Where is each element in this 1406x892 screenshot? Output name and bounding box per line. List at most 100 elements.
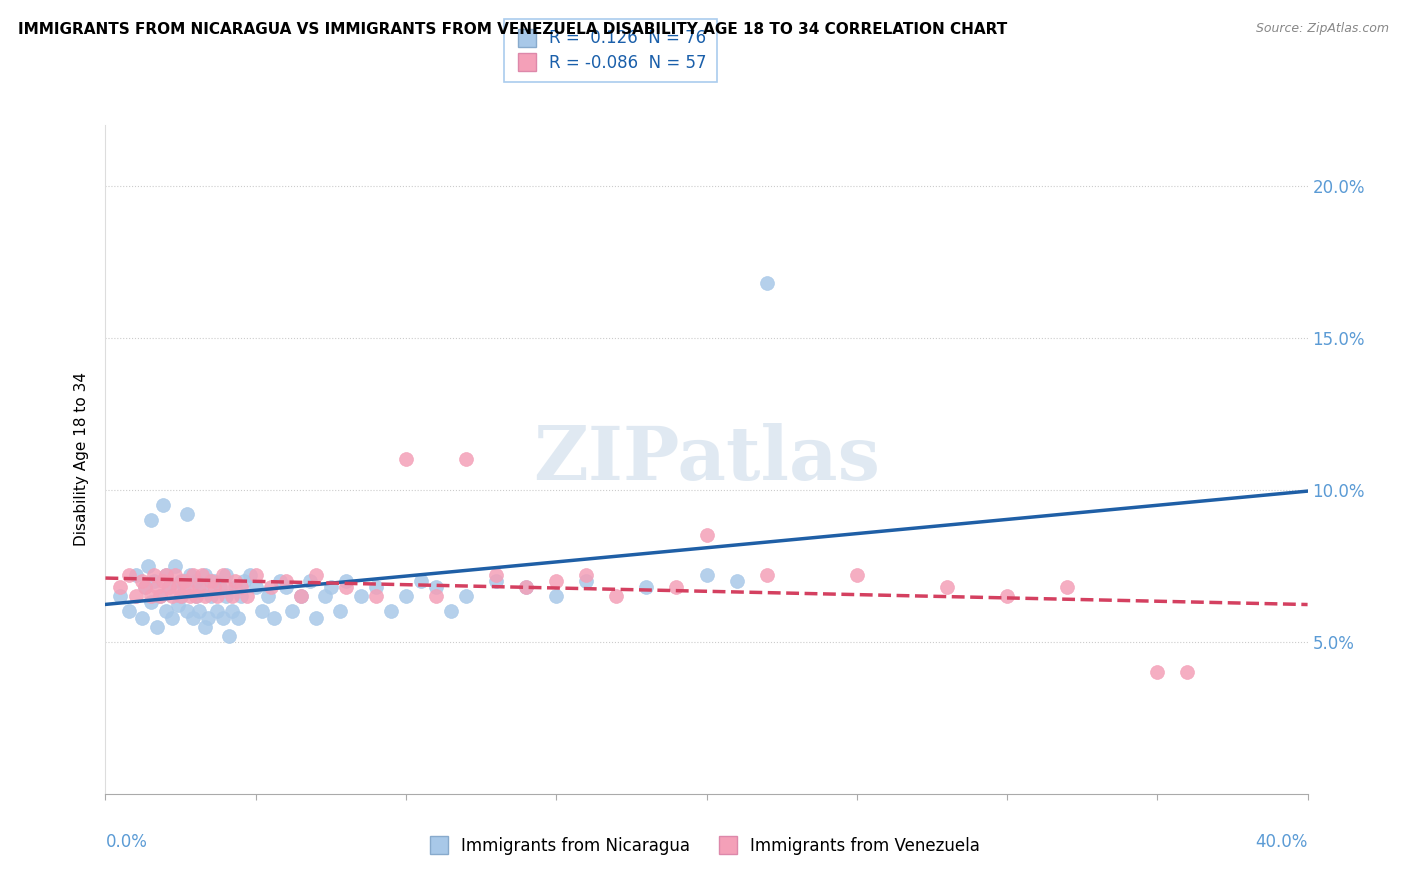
Point bbox=[160, 589, 183, 603]
Point bbox=[214, 589, 236, 603]
Point bbox=[142, 568, 165, 582]
Point bbox=[454, 589, 477, 603]
Point bbox=[290, 589, 312, 603]
Point bbox=[845, 568, 868, 582]
Point bbox=[250, 604, 273, 618]
Point bbox=[194, 619, 217, 633]
Point bbox=[755, 276, 778, 290]
Point bbox=[239, 568, 262, 582]
Point bbox=[305, 610, 328, 624]
Point bbox=[155, 568, 177, 582]
Point bbox=[163, 568, 186, 582]
Point bbox=[200, 574, 222, 588]
Point bbox=[139, 589, 162, 603]
Point bbox=[485, 568, 508, 582]
Point bbox=[335, 580, 357, 594]
Point bbox=[364, 589, 387, 603]
Point bbox=[205, 604, 228, 618]
Point bbox=[575, 574, 598, 588]
Point bbox=[232, 574, 254, 588]
Point bbox=[211, 610, 233, 624]
Point bbox=[245, 568, 267, 582]
Point bbox=[281, 604, 304, 618]
Point bbox=[205, 589, 228, 603]
Point bbox=[274, 574, 297, 588]
Point bbox=[235, 589, 257, 603]
Point bbox=[319, 580, 342, 594]
Point bbox=[110, 580, 132, 594]
Text: IMMIGRANTS FROM NICARAGUA VS IMMIGRANTS FROM VENEZUELA DISABILITY AGE 18 TO 34 C: IMMIGRANTS FROM NICARAGUA VS IMMIGRANTS … bbox=[18, 22, 1008, 37]
Point bbox=[454, 452, 477, 467]
Legend: R =  0.126  N = 76, R = -0.086  N = 57: R = 0.126 N = 76, R = -0.086 N = 57 bbox=[505, 20, 717, 82]
Point bbox=[1146, 665, 1168, 680]
Point bbox=[157, 580, 180, 594]
Text: 0.0%: 0.0% bbox=[105, 833, 148, 851]
Point bbox=[214, 580, 236, 594]
Point bbox=[350, 589, 373, 603]
Point bbox=[263, 610, 285, 624]
Point bbox=[187, 604, 209, 618]
Point bbox=[224, 574, 246, 588]
Point bbox=[274, 580, 297, 594]
Point bbox=[936, 580, 959, 594]
Point bbox=[202, 580, 225, 594]
Point bbox=[305, 568, 328, 582]
Point bbox=[546, 574, 568, 588]
Point bbox=[1056, 580, 1078, 594]
Point bbox=[190, 568, 212, 582]
Point bbox=[221, 604, 243, 618]
Point bbox=[194, 589, 217, 603]
Point bbox=[184, 589, 207, 603]
Point bbox=[184, 589, 207, 603]
Point bbox=[409, 574, 432, 588]
Point bbox=[124, 568, 146, 582]
Point bbox=[200, 589, 222, 603]
Point bbox=[155, 604, 177, 618]
Y-axis label: Disability Age 18 to 34: Disability Age 18 to 34 bbox=[75, 372, 90, 547]
Point bbox=[173, 574, 195, 588]
Point bbox=[139, 513, 162, 527]
Point bbox=[636, 580, 658, 594]
Point bbox=[224, 580, 246, 594]
Point bbox=[380, 604, 402, 618]
Point bbox=[214, 568, 236, 582]
Point bbox=[725, 574, 748, 588]
Point bbox=[169, 589, 191, 603]
Point bbox=[696, 568, 718, 582]
Point bbox=[176, 507, 198, 521]
Point bbox=[329, 604, 352, 618]
Point bbox=[696, 528, 718, 542]
Point bbox=[395, 589, 418, 603]
Point bbox=[218, 629, 240, 643]
Point bbox=[202, 574, 225, 588]
Point bbox=[190, 580, 212, 594]
Point bbox=[245, 580, 267, 594]
Point bbox=[152, 574, 174, 588]
Point bbox=[1175, 665, 1198, 680]
Point bbox=[139, 595, 162, 609]
Point bbox=[211, 568, 233, 582]
Point bbox=[364, 580, 387, 594]
Point bbox=[145, 580, 167, 594]
Point bbox=[440, 604, 463, 618]
Point bbox=[485, 574, 508, 588]
Point bbox=[605, 589, 627, 603]
Point bbox=[134, 580, 156, 594]
Point bbox=[260, 580, 283, 594]
Point bbox=[515, 580, 537, 594]
Point bbox=[166, 599, 188, 613]
Point bbox=[221, 589, 243, 603]
Point bbox=[131, 610, 153, 624]
Point bbox=[131, 574, 153, 588]
Point bbox=[148, 589, 170, 603]
Point bbox=[290, 589, 312, 603]
Point bbox=[169, 589, 191, 603]
Point bbox=[145, 619, 167, 633]
Point bbox=[169, 574, 191, 588]
Point bbox=[184, 574, 207, 588]
Point bbox=[124, 589, 146, 603]
Text: ZIPatlas: ZIPatlas bbox=[533, 423, 880, 496]
Point bbox=[181, 610, 204, 624]
Text: Source: ZipAtlas.com: Source: ZipAtlas.com bbox=[1256, 22, 1389, 36]
Point bbox=[314, 589, 336, 603]
